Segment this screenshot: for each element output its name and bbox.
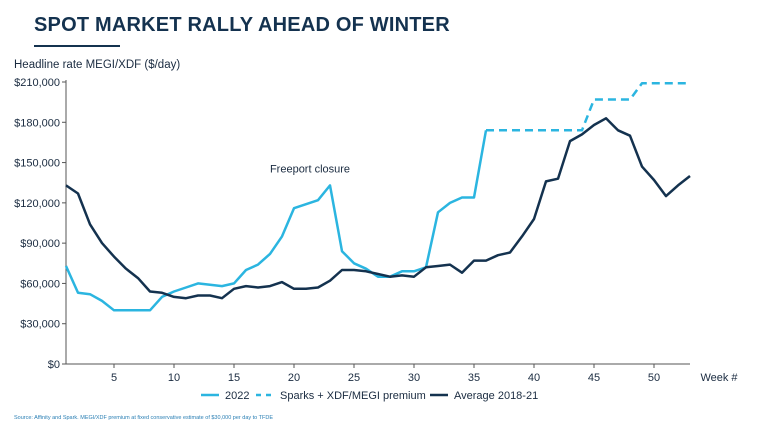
legend-label-3: Average 2018-21 bbox=[454, 390, 538, 402]
series-line-3 bbox=[65, 117, 691, 300]
y-tick-label: $0 bbox=[48, 359, 60, 371]
legend: 2022 Sparks + XDF/MEGI premium Average 201… bbox=[201, 390, 538, 402]
y-tick-label: $210,000 bbox=[14, 77, 60, 89]
y-tick-label: $180,000 bbox=[14, 117, 60, 129]
y-tick-label: $120,000 bbox=[14, 198, 60, 210]
legend-label-1: 2022 bbox=[225, 390, 249, 402]
x-tick-label: 15 bbox=[228, 372, 240, 384]
x-tick-label: 20 bbox=[288, 372, 300, 384]
x-tick-label: 45 bbox=[588, 372, 600, 384]
series-line-2 bbox=[486, 82, 690, 132]
annotation-freeport-closure: Freeport closure bbox=[270, 163, 350, 175]
legend-label-2: Sparks + XDF/MEGI premium bbox=[280, 390, 426, 402]
series-layer bbox=[64, 82, 691, 312]
series-line-1 bbox=[64, 130, 488, 312]
source-note: Source: Affinity and Spark. MEGI/XDF pre… bbox=[14, 415, 274, 421]
axes-layer: $0 $30,000 $60,000 $90,000 $120,000 $150,000 $… bbox=[14, 77, 738, 384]
y-tick-label: $30,000 bbox=[20, 319, 60, 331]
y-tick-label: $150,000 bbox=[14, 158, 60, 170]
y-tick-label: $90,000 bbox=[20, 238, 60, 250]
chart-title: SPOT MARKET RALLY AHEAD OF WINTER bbox=[34, 14, 450, 36]
x-tick-label: 40 bbox=[528, 372, 540, 384]
y-axis-label: Headline rate MEGI/XDF ($/day) bbox=[14, 59, 181, 71]
x-tick-label: 5 bbox=[111, 372, 117, 384]
x-tick-label: 30 bbox=[408, 372, 420, 384]
title-underline bbox=[34, 45, 120, 47]
x-tick-label: 25 bbox=[348, 372, 360, 384]
x-tick-label: 10 bbox=[168, 372, 180, 384]
x-axis-label: Week # bbox=[700, 372, 738, 384]
x-tick-label: 35 bbox=[468, 372, 480, 384]
x-tick-label: 50 bbox=[648, 372, 660, 384]
y-tick-label: $60,000 bbox=[20, 278, 60, 290]
annotation-layer: Freeport closure bbox=[270, 163, 350, 175]
